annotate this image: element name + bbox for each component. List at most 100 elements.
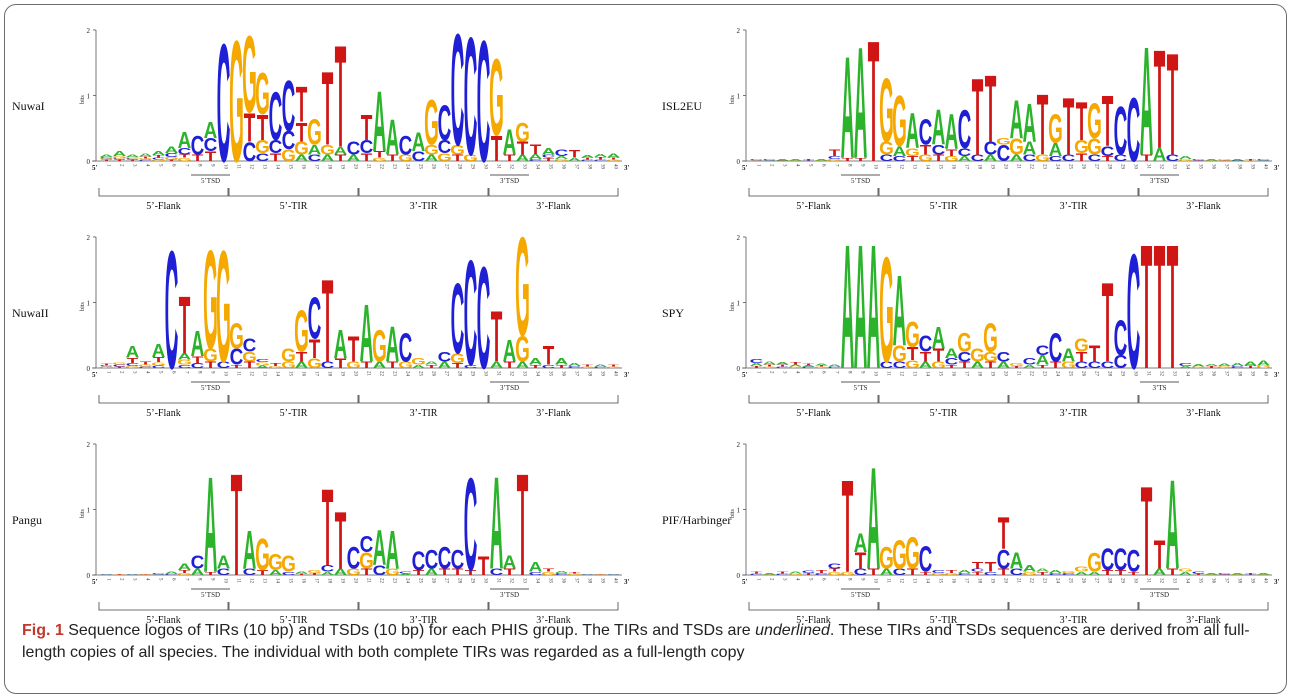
position-tick-label: 25: [1068, 371, 1073, 377]
position-tick-label: 11: [236, 371, 241, 376]
logo-letter: T: [1141, 154, 1153, 164]
logo-letter: A: [126, 574, 140, 575]
position-tick-label: 32: [509, 371, 514, 377]
logo-letter: G: [151, 159, 166, 161]
logo-letter: T: [1050, 361, 1062, 371]
logo-letter: A: [893, 256, 907, 367]
position-tick-label: 40: [613, 164, 618, 170]
logo-letter: T: [1037, 364, 1049, 369]
logo-letter: G: [177, 157, 192, 162]
position-tick-label: 29: [1120, 164, 1125, 170]
logo-letter: T: [543, 568, 555, 573]
position-tick-label: 32: [509, 578, 514, 584]
logo-letter: A: [919, 361, 933, 371]
logo-letter: C: [178, 364, 192, 369]
logo-letter: G: [177, 573, 192, 576]
y-tick-label: 1: [737, 507, 741, 515]
logo-letter: A: [334, 321, 348, 367]
logo-letter: A: [152, 574, 166, 575]
logo-letter: G: [892, 342, 907, 367]
position-tick-label: 11: [236, 164, 241, 169]
region-label: 5’-TIR: [930, 615, 958, 626]
logo-letter: T: [114, 366, 127, 368]
position-tick-label: 26: [1081, 164, 1086, 170]
position-tick-label: 24: [1055, 164, 1060, 170]
logo-letter: A: [945, 106, 959, 162]
logo-letter: T: [439, 568, 451, 578]
y-tick-label: 2: [737, 27, 741, 35]
y-tick-label: 0: [737, 158, 741, 166]
position-tick-label: 25: [418, 578, 423, 584]
position-tick-label: 5: [158, 371, 163, 374]
position-tick-label: 37: [1224, 164, 1229, 170]
logo-letter: C: [1114, 311, 1128, 367]
position-tick-label: 32: [509, 164, 514, 170]
logo-letter: T: [491, 130, 503, 170]
logo-letter: T: [517, 138, 529, 159]
position-tick-label: 39: [600, 371, 605, 377]
logo-letter: G: [138, 364, 153, 367]
logo-letter: G: [1022, 571, 1037, 576]
logo-letter: C: [581, 159, 595, 161]
logo-letter: A: [204, 448, 218, 601]
logo-letter: C: [1010, 568, 1024, 578]
logo-letter: A: [373, 74, 387, 171]
y-axis-label: bits: [730, 509, 736, 518]
logo-letter: A: [100, 574, 114, 575]
logo-letter: T: [595, 156, 607, 160]
logo-letter: G: [450, 351, 465, 366]
position-tick-label: 24: [405, 578, 410, 584]
logo-letter: A: [1231, 159, 1245, 161]
region-label: 3’-Flank: [536, 408, 570, 419]
logo-letter: C: [412, 545, 426, 575]
logo-letter: G: [346, 361, 361, 371]
y-tick-label: 0: [87, 572, 91, 580]
logo-letter: G: [424, 143, 439, 158]
logo-letter: T: [114, 574, 127, 575]
logo-panel-nuwaii: NuwaII 2 1 0 bits 5' 3' 1 2 3 4 5 6 7 8 9 10 11 12 13 14 15 16…: [0, 209, 640, 425]
logo-letter: T: [777, 364, 790, 367]
logo-letter: G: [788, 366, 803, 368]
logo-letter: G: [294, 138, 309, 159]
logo-letter: A: [269, 569, 283, 577]
position-tick-label: 35: [548, 164, 553, 170]
logo-letter: C: [464, 4, 478, 191]
logo-letter: C: [152, 157, 166, 160]
figure-label: Fig. 1: [22, 622, 64, 639]
region-label: 5’-TIR: [280, 408, 308, 419]
position-tick-label: 33: [522, 578, 527, 584]
logo-letter: T: [1128, 571, 1140, 576]
position-tick-label: 33: [1172, 164, 1177, 170]
logo-letter: C: [763, 159, 777, 161]
position-tick-label: 37: [574, 164, 579, 170]
position-tick-label: 36: [561, 164, 566, 170]
logo-letter: T: [452, 154, 464, 164]
logo-letter: A: [334, 568, 348, 578]
logo-letter: T: [309, 334, 321, 364]
position-tick-label: 17: [964, 371, 969, 377]
logo-letter: C: [269, 136, 283, 157]
logo-letter: C: [854, 568, 868, 578]
logo-letter: T: [972, 571, 984, 576]
logo-letter: C: [308, 286, 322, 352]
logo-letter: A: [217, 552, 231, 573]
logo-letter: A: [347, 154, 361, 164]
position-tick-label: 21: [366, 371, 371, 377]
position-tick-label: 35: [1198, 164, 1203, 170]
y-axis-label: bits: [730, 302, 736, 311]
logo-letter: C: [451, 264, 465, 375]
position-tick-label: 27: [1094, 164, 1099, 170]
logo-letter: C: [1218, 573, 1232, 575]
logo-letter: T: [179, 154, 191, 159]
y-tick-label: 2: [87, 27, 91, 35]
logo-letter: A: [815, 363, 829, 366]
logo-letter: G: [788, 573, 803, 575]
position-tick-label: 17: [314, 578, 319, 584]
logo-letter: C: [1192, 159, 1206, 161]
logo-letter: A: [1205, 573, 1219, 575]
logo-letter: G: [814, 160, 829, 161]
position-tick-label: 38: [587, 164, 592, 170]
position-tick-label: 7: [184, 371, 189, 374]
region-label: 3’-Flank: [536, 615, 570, 626]
